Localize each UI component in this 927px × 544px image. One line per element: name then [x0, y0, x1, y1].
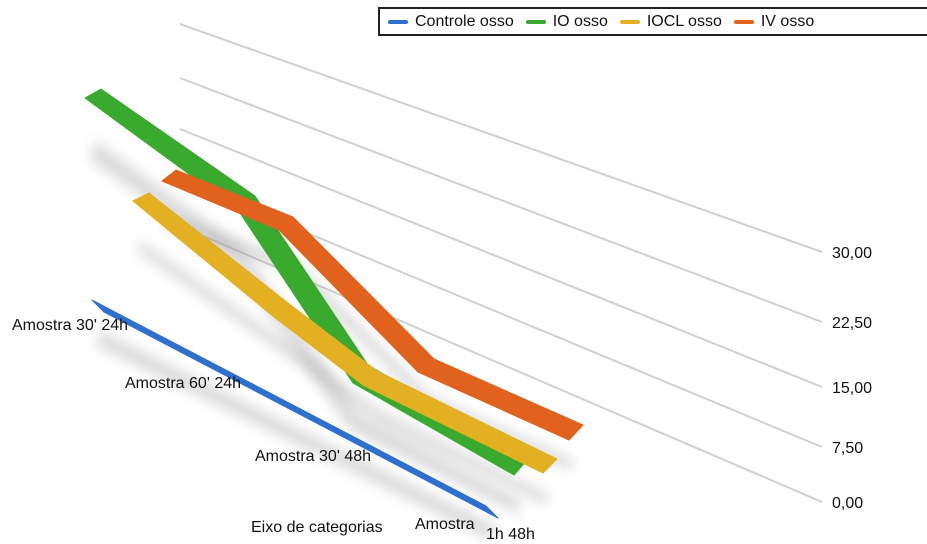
- series-line-iv-osso: [161, 169, 584, 441]
- legend: Controle osso IO osso IOCL osso IV osso: [378, 7, 927, 36]
- legend-item-iocl-osso: IOCL osso: [619, 12, 722, 31]
- legend-swatch: [388, 19, 408, 24]
- series-ribbons: [84, 88, 584, 519]
- category-label: Amostra 30' 24h: [12, 317, 128, 334]
- series-shadow-iocl-osso: [138, 240, 550, 505]
- legend-label: IV osso: [760, 12, 815, 30]
- y-tick-label: 0,00: [832, 495, 863, 512]
- legend-swatch: [525, 19, 546, 24]
- gridline: [179, 128, 823, 388]
- category-label: Amostra: [415, 516, 475, 533]
- legend-item-controle-osso: Controle osso: [388, 13, 514, 31]
- legend-label: IO osso: [552, 12, 608, 30]
- legend-item-io-osso: IO osso: [525, 12, 608, 31]
- y-tick-label: 30,00: [832, 245, 872, 262]
- legend-swatch: [619, 19, 640, 24]
- category-label: 1h 48h: [486, 526, 535, 543]
- legend-label: Controle osso: [415, 12, 514, 30]
- y-tick-label: 7,50: [832, 440, 863, 457]
- gridline: [179, 23, 823, 253]
- legend-label: IOCL osso: [646, 12, 722, 30]
- series-line-controle-osso: [91, 299, 499, 519]
- legend-item-iv-osso: IV osso: [733, 12, 815, 31]
- gridline: [179, 77, 823, 323]
- category-labels: Amostra 30' 24h Amostra 60' 24h Amostra 30…: [12, 317, 535, 543]
- category-label: Amostra 60' 24h: [125, 375, 241, 392]
- y-axis-tick-labels: 0,00 7,50 15,00 22,50 30,00: [832, 245, 872, 512]
- y-tick-label: 22,50: [832, 315, 872, 332]
- series-line-iocl-osso: [132, 192, 558, 474]
- category-label: Amostra 30' 48h: [255, 448, 371, 465]
- x-axis-label: Eixo de categorias: [251, 519, 383, 536]
- legend-swatch: [733, 19, 754, 24]
- series-shadow-controle-osso: [96, 330, 500, 540]
- series-shadow-iv-osso: [165, 215, 575, 470]
- y-tick-label: 15,00: [832, 380, 872, 397]
